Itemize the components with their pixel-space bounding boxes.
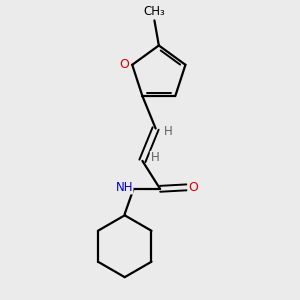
Text: CH₃: CH₃ [143, 5, 165, 18]
Text: H: H [164, 125, 172, 138]
Text: H: H [150, 152, 159, 164]
Text: O: O [119, 58, 129, 71]
Text: O: O [188, 181, 198, 194]
Text: NH: NH [116, 181, 133, 194]
